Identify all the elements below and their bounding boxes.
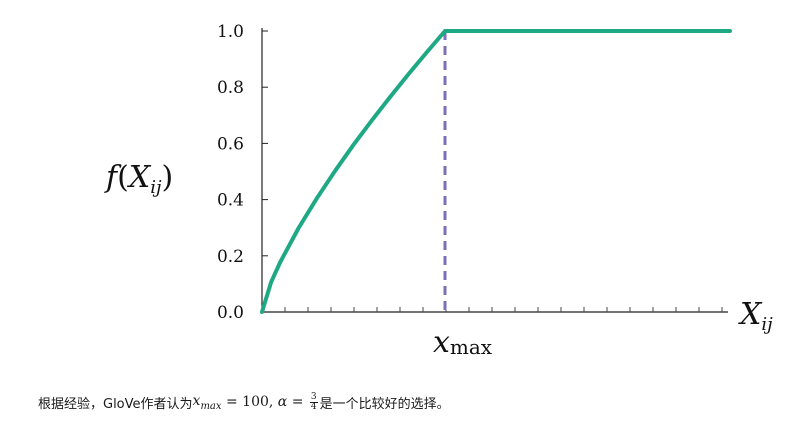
caption-alpha: α xyxy=(277,394,288,410)
x-minor-ticks xyxy=(261,307,723,312)
y-tick-label-5: 1.0 xyxy=(217,22,244,42)
caption-eq: = xyxy=(287,394,308,410)
y-tick-label-4: 0.8 xyxy=(217,78,244,98)
x-axis-label: Xij xyxy=(738,297,773,335)
y-axis-label-sub: ij xyxy=(150,177,162,198)
xmax-label-sub: max xyxy=(450,335,493,359)
caption-prefix: 根据经验，GloVe作者认为 xyxy=(38,396,193,412)
y-tick-label-2: 0.4 xyxy=(217,191,244,211)
xmax-label-x: x xyxy=(433,325,450,360)
x-axis-label-x: X xyxy=(738,297,763,332)
xmax-label: xmax xyxy=(433,325,493,360)
caption-suffix: 是一个比较好的选择。 xyxy=(319,396,450,412)
y-axis-label: f(Xij) xyxy=(104,160,173,198)
x-axis-label-sub: ij xyxy=(761,314,773,335)
caption-eq-100: = 100, xyxy=(221,394,278,410)
glove-weighting-chart: 0.0 0.2 0.4 0.6 0.8 1.0 f(Xij) Xij xmax xyxy=(104,22,773,360)
y-tick-label-0: 0.0 xyxy=(217,303,244,323)
y-axis-label-x: X xyxy=(127,160,152,195)
caption-xmax: xmax xyxy=(192,392,222,412)
series-line-f xyxy=(260,29,732,314)
y-ticks: 0.0 0.2 0.4 0.6 0.8 1.0 xyxy=(217,22,268,323)
y-tick-label-3: 0.6 xyxy=(217,134,244,154)
axes: 0.0 0.2 0.4 0.6 0.8 1.0 xyxy=(217,22,728,323)
y-tick-label-1: 0.2 xyxy=(217,247,244,267)
